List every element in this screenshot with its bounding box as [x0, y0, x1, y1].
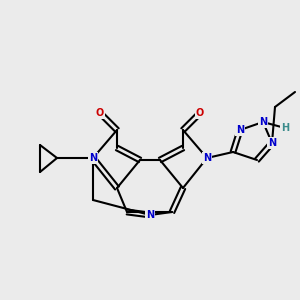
Text: N: N	[146, 210, 154, 220]
Text: O: O	[96, 108, 104, 118]
Text: N: N	[259, 117, 267, 127]
Text: N: N	[236, 125, 244, 135]
Text: N: N	[89, 153, 97, 163]
Text: H: H	[281, 123, 289, 133]
Text: O: O	[196, 108, 204, 118]
Text: N: N	[203, 153, 211, 163]
Text: N: N	[268, 138, 276, 148]
